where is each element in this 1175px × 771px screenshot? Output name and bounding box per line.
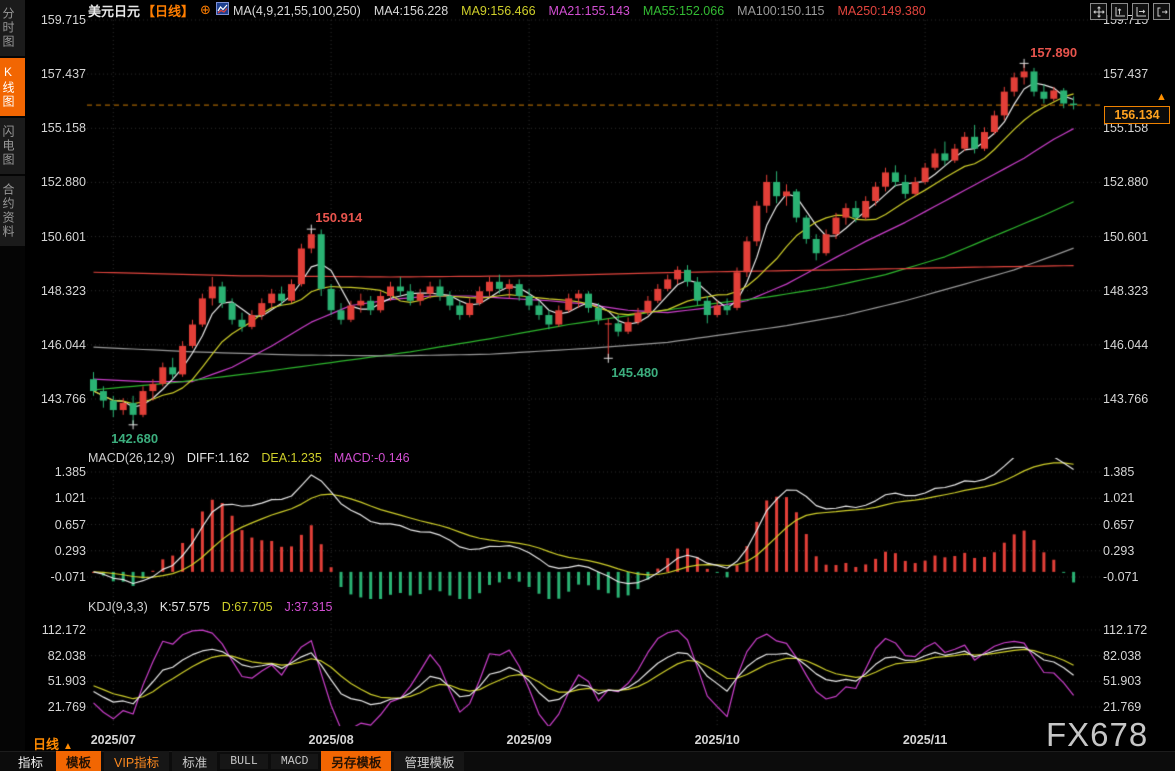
price-extreme-annotation: 145.480 bbox=[611, 365, 659, 381]
price-axis-label: 152.880 bbox=[1103, 175, 1149, 190]
price-axis-label: 146.044 bbox=[1103, 337, 1149, 352]
tab-vip-indicators[interactable]: VIP指标 bbox=[104, 751, 170, 771]
macd-header-value: DIFF:1.162 bbox=[186, 451, 250, 465]
kdj-axis-label: 82.038 bbox=[1103, 648, 1142, 663]
ma-group-label: MA(4,9,21,55,100,250) bbox=[232, 3, 361, 18]
price-axis-label: 150.601 bbox=[40, 229, 86, 244]
kdj-header-value: KDJ(9,3,3) bbox=[88, 600, 148, 614]
chart-toolbar bbox=[1090, 3, 1170, 20]
caret-up-icon: ▲ bbox=[63, 741, 73, 752]
price-axis-label: 155.158 bbox=[40, 121, 86, 136]
period-selector[interactable]: 日线 ▲ bbox=[33, 734, 73, 753]
tab-manage-template[interactable]: 管理模板 bbox=[394, 751, 465, 771]
ma250-value: MA250:149.380 bbox=[837, 3, 926, 18]
macd-axis-label: 0.293 bbox=[1103, 543, 1135, 558]
price-axis-label: 159.715 bbox=[40, 13, 86, 27]
price-axis-label: 157.437 bbox=[40, 67, 86, 82]
kdj-axis-label: 21.769 bbox=[1103, 700, 1142, 714]
tab-bull[interactable]: BULL bbox=[220, 754, 268, 769]
price-axis-label: 150.601 bbox=[1103, 229, 1149, 244]
macd-axis-label: 0.657 bbox=[1103, 517, 1135, 532]
indicator-icon[interactable] bbox=[215, 2, 229, 18]
watermark: FX678 bbox=[1046, 716, 1149, 753]
date-label: 2025/09 bbox=[506, 733, 552, 747]
ma100-value: MA100:150.115 bbox=[737, 3, 825, 18]
axis-zoom-right-button[interactable] bbox=[1132, 3, 1149, 20]
chart-type-sidebar: 分时图 K线图 闪电图 合约资料 bbox=[0, 0, 25, 771]
tab-standard[interactable]: 标准 bbox=[172, 751, 218, 771]
bottom-tab-bar: 指标 模板 VIP指标 标准 BULL MACD 另存模板 管理模板 bbox=[0, 751, 1175, 771]
price-axis-label: 152.880 bbox=[40, 175, 86, 190]
kdj-header-value: K:57.575 bbox=[159, 600, 210, 614]
chart-header: 美元日元 【日线】 ⊕ MA(4,9,21,55,100,250) MA4:156… bbox=[25, 0, 1175, 20]
ma55-value: MA55:152.066 bbox=[642, 3, 725, 18]
macd-axis-label: 1.021 bbox=[1103, 491, 1135, 506]
scroll-to-latest-icon[interactable]: ▲ bbox=[1156, 91, 1167, 104]
kdj-header-value: J:37.315 bbox=[284, 600, 333, 614]
kdj-axis-label: 82.038 bbox=[47, 648, 86, 663]
macd-axis-label: 1.385 bbox=[1103, 465, 1135, 479]
macd-axis-label: 1.021 bbox=[54, 491, 86, 506]
price-axis-label: 157.437 bbox=[1103, 67, 1149, 82]
macd-axis-label: -0.071 bbox=[50, 570, 86, 584]
price-axis-label: 146.044 bbox=[40, 337, 86, 352]
ma9-value: MA9:156.466 bbox=[461, 3, 536, 18]
symbol-title: 美元日元 bbox=[88, 3, 141, 19]
axis-zoom-up-button[interactable] bbox=[1111, 3, 1128, 20]
macd-axis-label: 0.657 bbox=[54, 517, 86, 532]
kdj-axis-label: 51.903 bbox=[47, 674, 86, 689]
ma4-value: MA4:156.228 bbox=[373, 3, 449, 18]
date-label: 2025/07 bbox=[90, 733, 136, 747]
date-label: 2025/08 bbox=[308, 733, 354, 747]
tab-macd[interactable]: MACD bbox=[270, 754, 319, 769]
settings-icon[interactable]: ⊕ bbox=[200, 2, 211, 17]
tab-save-template[interactable]: 另存模板 bbox=[321, 751, 392, 771]
price-axis-label: 143.766 bbox=[40, 392, 86, 406]
price-extreme-annotation: 157.890 bbox=[1030, 45, 1078, 61]
price-extreme-annotation: 142.680 bbox=[111, 430, 159, 446]
ma21-value: MA21:155.143 bbox=[548, 3, 630, 18]
kdj-axis-label: 51.903 bbox=[1103, 674, 1142, 689]
macd-axis-label: 1.385 bbox=[54, 465, 86, 479]
sidebar-item-flash-chart[interactable]: 闪电图 bbox=[0, 118, 25, 176]
last-price-tag: 156.134 bbox=[1104, 106, 1170, 125]
sidebar-item-kline-chart[interactable]: K线图 bbox=[0, 58, 25, 118]
kdj-axis-label: 112.172 bbox=[1103, 623, 1148, 637]
sidebar-item-contract-info[interactable]: 合约资料 bbox=[0, 176, 25, 248]
ma-legend: MA(4,9,21,55,100,250) MA4:156.228 MA9:156.… bbox=[233, 3, 939, 18]
kdj-axis-label: 112.172 bbox=[41, 623, 86, 637]
price-axis-label: 155.158 bbox=[1103, 121, 1149, 136]
macd-header-value: MACD(26,12,9) bbox=[88, 451, 175, 465]
macd-axis-label: 0.293 bbox=[54, 543, 86, 558]
kdj-header-value: D:67.705 bbox=[221, 600, 273, 614]
price-extreme-annotation: 150.914 bbox=[315, 210, 363, 226]
date-label: 2025/11 bbox=[902, 733, 948, 747]
price-axis-label: 143.766 bbox=[1103, 392, 1149, 406]
macd-axis-label: -0.071 bbox=[1103, 570, 1139, 584]
pan-tool-button[interactable] bbox=[1090, 3, 1107, 20]
macd-header-value: MACD:-0.146 bbox=[333, 451, 410, 465]
candlestick-chart-canvas[interactable] bbox=[25, 0, 1175, 730]
period-title: 【日线】 bbox=[142, 3, 195, 19]
kdj-axis-label: 21.769 bbox=[47, 700, 86, 714]
kdj-header: KDJ(9,3,3) K:57.575 D:67.705 J:37.315 bbox=[88, 600, 345, 614]
date-label: 2025/10 bbox=[694, 733, 740, 747]
macd-header: MACD(26,12,9) DIFF:1.162 DEA:1.235 MACD:-0.… bbox=[88, 451, 422, 465]
period-selector-label: 日线 bbox=[33, 737, 60, 752]
tab-indicators[interactable]: 指标 bbox=[18, 756, 44, 770]
price-axis-label: 148.323 bbox=[1103, 283, 1149, 298]
macd-header-value: DEA:1.235 bbox=[261, 451, 322, 465]
sidebar-item-time-chart[interactable]: 分时图 bbox=[0, 0, 25, 58]
tab-templates[interactable]: 模板 bbox=[56, 751, 102, 771]
exit-chart-button[interactable] bbox=[1153, 3, 1170, 20]
price-axis-label: 148.323 bbox=[40, 283, 86, 298]
